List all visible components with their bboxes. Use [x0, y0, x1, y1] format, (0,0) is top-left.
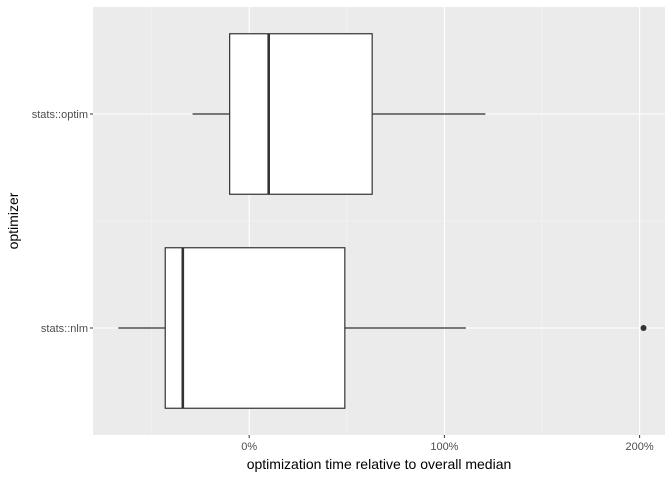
boxes — [118, 33, 647, 409]
y-axis-title: optimizer — [5, 192, 21, 249]
outlier-point-1-0 — [640, 325, 647, 331]
box-body-0 — [229, 33, 373, 195]
x-tick-label-1: 100% — [430, 441, 458, 453]
x-axis-title: optimization time relative to overall me… — [247, 456, 512, 472]
x-tick-label-0: 0% — [241, 441, 257, 453]
x-axis: 0% 100% 200% — [241, 435, 654, 453]
y-tick-label-0: stats::optim — [32, 109, 88, 121]
box-0 — [192, 33, 486, 195]
x-tick-label-2: 200% — [626, 441, 654, 453]
box-body-1 — [164, 247, 346, 409]
y-tick-label-1: stats::nlm — [41, 323, 88, 335]
box-1 — [118, 247, 647, 409]
